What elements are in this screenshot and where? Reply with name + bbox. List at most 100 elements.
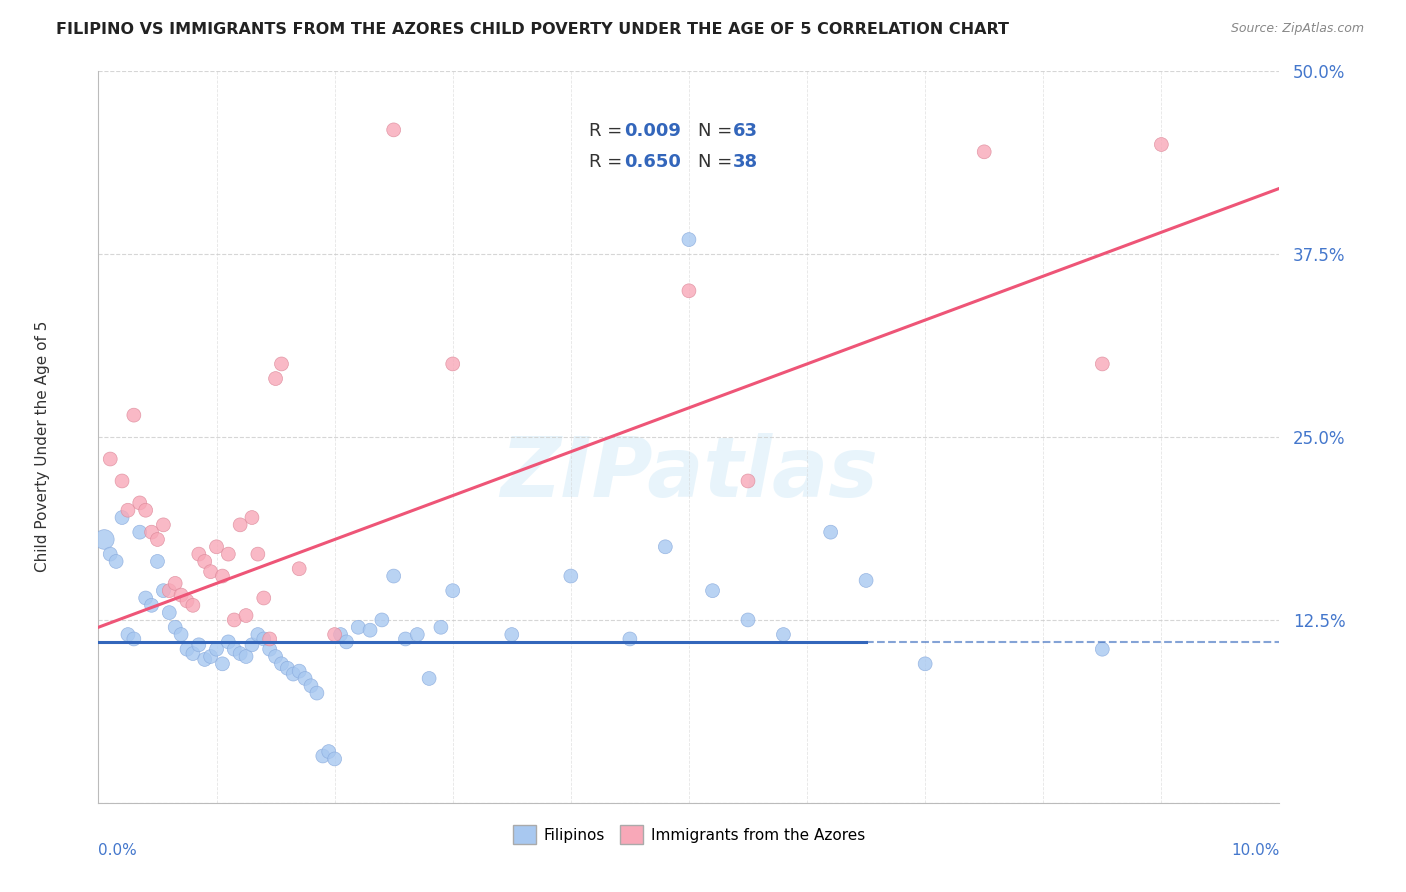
Point <box>224 613 246 627</box>
Point <box>146 554 169 568</box>
Point <box>122 632 145 646</box>
Point <box>855 574 877 588</box>
Point <box>560 569 582 583</box>
Point <box>246 547 269 561</box>
Point <box>200 649 222 664</box>
Point <box>318 745 340 759</box>
Point <box>200 565 222 579</box>
Point <box>335 635 357 649</box>
Point <box>246 627 269 641</box>
Point <box>157 606 180 620</box>
Point <box>194 652 217 666</box>
Point <box>176 594 198 608</box>
Point <box>128 525 150 540</box>
Point <box>135 591 157 605</box>
Text: Source: ZipAtlas.com: Source: ZipAtlas.com <box>1230 22 1364 36</box>
Text: ZIPatlas: ZIPatlas <box>501 434 877 514</box>
Legend: Filipinos, Immigrants from the Azores: Filipinos, Immigrants from the Azores <box>506 819 872 850</box>
Point <box>820 525 842 540</box>
Point <box>117 627 139 641</box>
Point <box>211 569 233 583</box>
Point <box>187 638 209 652</box>
Point <box>305 686 328 700</box>
Point <box>259 632 281 646</box>
Text: N =: N = <box>699 153 738 171</box>
Point <box>152 517 174 532</box>
Point <box>98 452 121 467</box>
Point <box>259 642 281 657</box>
Point <box>329 627 352 641</box>
Point <box>135 503 157 517</box>
Point <box>117 503 139 517</box>
Point <box>194 554 217 568</box>
Point <box>111 510 134 524</box>
Point <box>283 667 305 681</box>
Point <box>359 623 381 637</box>
Point <box>122 408 145 422</box>
Point <box>276 661 298 675</box>
Point <box>176 642 198 657</box>
Point <box>323 627 346 641</box>
Point <box>217 635 239 649</box>
Point <box>737 613 759 627</box>
Point <box>253 632 276 646</box>
Point <box>165 620 187 634</box>
Point <box>914 657 936 671</box>
Point <box>347 620 370 634</box>
Point <box>264 649 287 664</box>
Point <box>323 752 346 766</box>
Point <box>235 649 257 664</box>
Point <box>619 632 641 646</box>
Point <box>394 632 416 646</box>
Point <box>93 533 115 547</box>
Point <box>270 357 292 371</box>
Point <box>181 647 204 661</box>
Point <box>294 672 316 686</box>
Point <box>205 540 228 554</box>
Point <box>441 357 464 371</box>
Point <box>128 496 150 510</box>
Point <box>1091 357 1114 371</box>
Point <box>235 608 257 623</box>
Text: R =: R = <box>589 153 627 171</box>
Point <box>240 510 263 524</box>
Point <box>418 672 440 686</box>
Point <box>264 371 287 385</box>
Point <box>181 599 204 613</box>
Text: 63: 63 <box>733 122 758 140</box>
Point <box>141 599 163 613</box>
Point <box>678 233 700 247</box>
Point <box>288 562 311 576</box>
Text: FILIPINO VS IMMIGRANTS FROM THE AZORES CHILD POVERTY UNDER THE AGE OF 5 CORRELAT: FILIPINO VS IMMIGRANTS FROM THE AZORES C… <box>56 22 1010 37</box>
Point <box>105 554 128 568</box>
Point <box>170 588 193 602</box>
Text: R =: R = <box>589 122 627 140</box>
Point <box>152 583 174 598</box>
Text: 0.009: 0.009 <box>624 122 681 140</box>
Point <box>501 627 523 641</box>
Point <box>165 576 187 591</box>
Point <box>205 642 228 657</box>
Text: Child Poverty Under the Age of 5: Child Poverty Under the Age of 5 <box>35 320 49 572</box>
Point <box>406 627 429 641</box>
Point <box>312 749 335 764</box>
Point <box>737 474 759 488</box>
Point <box>217 547 239 561</box>
Point <box>211 657 233 671</box>
Point <box>1150 137 1173 152</box>
Point <box>229 517 252 532</box>
Point <box>702 583 724 598</box>
Point <box>678 284 700 298</box>
Point <box>772 627 794 641</box>
Point <box>654 540 676 554</box>
Point <box>111 474 134 488</box>
Point <box>430 620 453 634</box>
Point <box>170 627 193 641</box>
Point <box>187 547 209 561</box>
Point <box>98 547 121 561</box>
Point <box>270 657 292 671</box>
Text: 0.0%: 0.0% <box>98 843 138 858</box>
Point <box>224 642 246 657</box>
Point <box>382 569 405 583</box>
Point <box>299 679 322 693</box>
